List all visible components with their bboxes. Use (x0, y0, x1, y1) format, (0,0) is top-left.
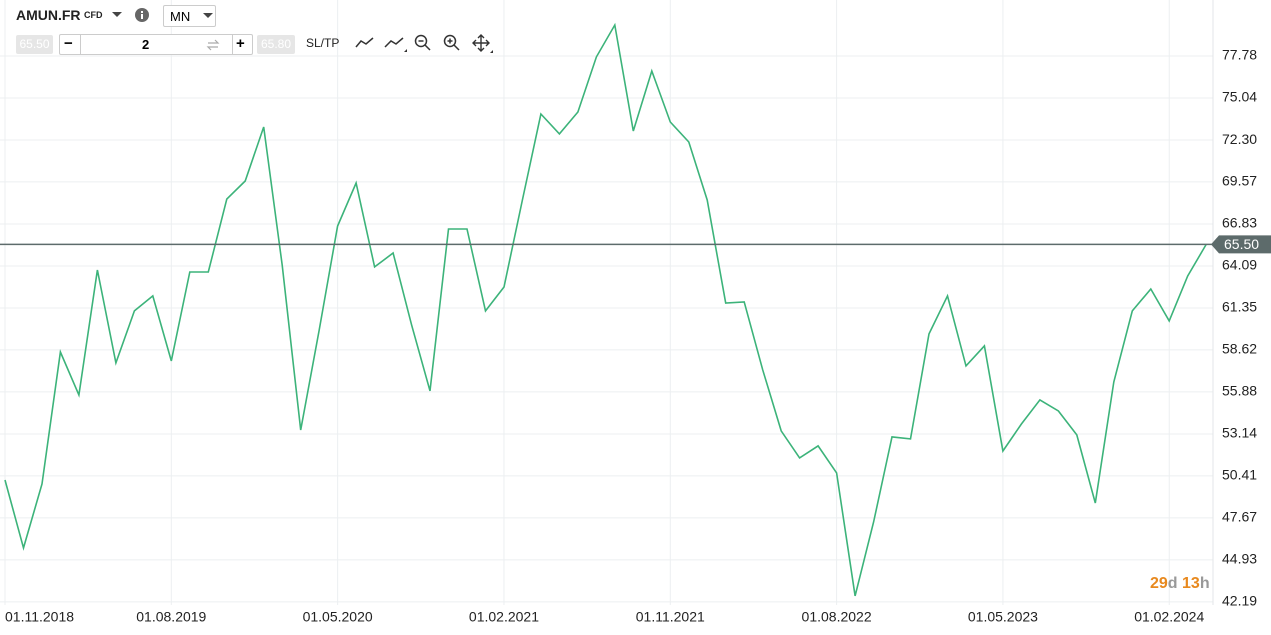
y-tick-label: 53.14 (1222, 425, 1257, 441)
pan-icon[interactable] (472, 34, 494, 54)
ask-price[interactable]: 65.80 (257, 35, 295, 54)
countdown-hours: 13 (1182, 575, 1200, 592)
x-tick-label: 01.05.2020 (303, 609, 373, 625)
increase-button[interactable]: + (236, 35, 245, 52)
y-tick-label: 72.30 (1222, 131, 1257, 147)
y-tick-label: 47.67 (1222, 509, 1257, 525)
y-tick-label: 50.41 (1222, 467, 1257, 483)
y-tick-label: 77.78 (1222, 47, 1257, 63)
current-price-label: 65.50 (1224, 236, 1259, 252)
y-tick-label: 55.88 (1222, 383, 1257, 399)
sltp-button[interactable]: SL/TP (306, 36, 340, 50)
symbol-dropdown-arrow[interactable] (111, 11, 123, 19)
line-tool-icon[interactable] (355, 36, 375, 50)
timeframe: MN (170, 9, 191, 24)
swap-icon[interactable] (206, 39, 220, 51)
timeframe-select[interactable]: MN (163, 5, 216, 27)
quantity-input[interactable]: − 2 + (59, 34, 253, 55)
info-icon[interactable] (134, 7, 150, 23)
zoom-out-icon[interactable] (414, 34, 432, 52)
y-tick-label: 58.62 (1222, 341, 1257, 357)
y-tick-label: 44.93 (1222, 551, 1257, 567)
y-tick-label: 66.83 (1222, 215, 1257, 231)
x-tick-label: 01.11.2021 (636, 609, 705, 625)
y-tick-label: 64.09 (1222, 257, 1257, 273)
countdown-days: 29 (1150, 575, 1168, 592)
y-tick-label: 42.19 (1222, 593, 1257, 609)
y-tick-label: 75.04 (1222, 89, 1257, 105)
divider (80, 35, 81, 54)
indicator-tool-icon[interactable] (384, 36, 408, 54)
countdown-day-unit: d (1167, 575, 1178, 592)
y-tick-label: 61.35 (1222, 299, 1257, 315)
countdown-hour-unit: h (1199, 575, 1210, 592)
zoom-in-icon[interactable] (443, 34, 461, 52)
price-line-series (4, 22, 1207, 597)
x-tick-label: 01.02.2021 (469, 609, 539, 625)
x-tick-label: 01.08.2019 (136, 609, 206, 625)
decrease-button[interactable]: − (64, 35, 73, 52)
x-tick-label: 01.02.2024 (1134, 609, 1204, 625)
divider (232, 35, 233, 54)
x-tick-label: 01.11.2018 (5, 609, 74, 625)
symbol[interactable]: AMUN.FR (16, 7, 81, 23)
dropdown-arrow (203, 13, 213, 18)
x-tick-label: 01.08.2022 (802, 609, 872, 625)
instrument-type: CFD (84, 10, 103, 20)
current-price-flag (1211, 235, 1271, 254)
x-tick-label: 01.05.2023 (968, 609, 1038, 625)
countdown: 29d 13h (1150, 575, 1210, 593)
bid-price[interactable]: 65.50 (16, 35, 53, 54)
y-tick-label: 69.57 (1222, 173, 1257, 189)
quantity[interactable]: 2 (142, 37, 150, 52)
